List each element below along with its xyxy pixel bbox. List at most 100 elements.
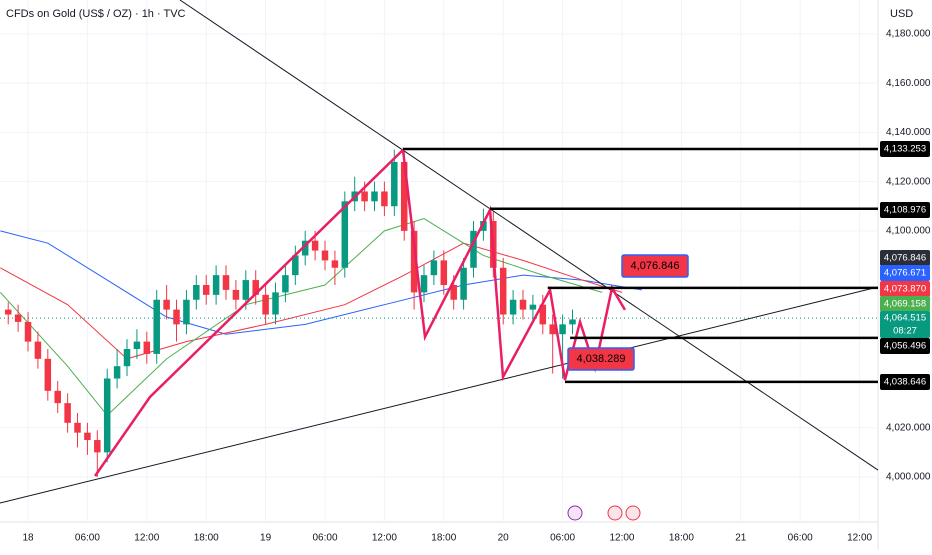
symbol-title: CFDs on Gold (US$ / OZ) · 1h · TVC — [6, 8, 186, 20]
candle-body — [519, 299, 527, 310]
candle-body — [193, 284, 200, 300]
candle-body — [430, 260, 438, 276]
candle-body — [272, 292, 279, 315]
current-price: 4,064.515 — [884, 313, 926, 324]
price-label-box — [880, 296, 930, 312]
candle-body — [54, 390, 61, 404]
x-tick-label: 18:00 — [431, 533, 456, 544]
x-tick-label: 18:00 — [194, 533, 219, 544]
candle-body — [94, 440, 101, 453]
candle-body — [529, 304, 537, 310]
x-tick-label: 06:00 — [550, 533, 575, 544]
candle-body — [262, 294, 269, 315]
price-label: 4,069.158 — [884, 299, 926, 310]
price-label-box — [880, 374, 930, 390]
candle-body — [4, 309, 12, 315]
price-label: 4,056.496 — [884, 341, 926, 352]
candle-body — [381, 191, 388, 207]
price-label: 4,076.671 — [884, 268, 926, 279]
x-tick-label: 12:00 — [134, 533, 159, 544]
moving-average — [0, 242, 623, 360]
candle-body — [410, 230, 418, 293]
candle-body — [242, 280, 250, 300]
candle-body — [460, 267, 467, 300]
x-tick-label: 06:00 — [75, 533, 100, 544]
price-label: 4,073.870 — [884, 284, 926, 295]
x-tick-label: 06:00 — [312, 533, 337, 544]
x-tick-label: 18 — [22, 533, 34, 544]
x-tick-label: 12:00 — [372, 533, 397, 544]
y-tick-label: 4,180.000 — [886, 29, 931, 40]
candle-body — [153, 299, 160, 354]
x-tick-label: 19 — [260, 533, 272, 544]
candle-body — [103, 378, 111, 453]
candle-body — [24, 321, 32, 342]
candle-body — [480, 221, 487, 231]
event-icon[interactable] — [567, 505, 583, 521]
price-label: 4,108.976 — [884, 205, 926, 216]
currency: USD — [890, 8, 913, 20]
candle-body — [301, 240, 309, 256]
candle-body — [470, 230, 477, 268]
candle-body — [361, 191, 368, 202]
price-label-box — [880, 141, 930, 157]
candle-body — [341, 201, 349, 268]
trendline — [179, 0, 879, 471]
candle-body — [331, 260, 339, 268]
trendline — [0, 286, 879, 504]
callout-box — [621, 254, 689, 278]
candle-body — [143, 341, 151, 354]
x-tick-label: 20 — [498, 533, 510, 544]
candle-body — [559, 324, 566, 335]
candle-body — [371, 191, 378, 202]
candle-body — [202, 284, 210, 295]
event-icon[interactable] — [625, 505, 641, 521]
candle-body — [311, 240, 319, 251]
candle-body — [212, 275, 220, 295]
candle-body — [74, 422, 81, 433]
x-tick-label: 12:00 — [609, 533, 634, 544]
price-label: 4,133.253 — [884, 144, 926, 155]
candle-body — [499, 267, 507, 315]
event-icon[interactable] — [607, 505, 623, 521]
y-tick-label: 4,100.000 — [886, 225, 931, 236]
candle-body — [282, 275, 289, 293]
candle-body — [123, 348, 131, 367]
current-price-box — [880, 311, 930, 338]
candle-body — [420, 275, 428, 293]
x-tick-label: 12:00 — [847, 533, 872, 544]
candle-body — [440, 260, 448, 285]
x-tick-label: 21 — [735, 533, 747, 544]
candle-body — [391, 161, 398, 207]
x-tick-label: 06:00 — [788, 533, 813, 544]
price-label: 4,038.646 — [884, 377, 926, 388]
x-tick-label: 18:00 — [669, 533, 694, 544]
plot: 4,076.846 4,038.289 — [0, 0, 879, 522]
candle-body — [133, 341, 141, 349]
candle-body — [252, 280, 259, 295]
candle-body — [509, 299, 517, 315]
candle-body — [569, 319, 576, 325]
y-tick-label: 4,020.000 — [886, 422, 931, 433]
moving-average — [0, 230, 642, 335]
y-tick-label: 4,160.000 — [886, 78, 931, 89]
candle-body — [44, 358, 52, 391]
price-label-box — [880, 202, 930, 218]
y-tick-label: 4,120.000 — [886, 176, 931, 187]
candle-body — [549, 324, 556, 335]
price-label-box — [880, 250, 930, 266]
candle-body — [292, 255, 299, 276]
callout-label: 4,076.846 — [631, 260, 680, 272]
candle-body — [14, 314, 22, 322]
candle-body — [183, 299, 190, 325]
candle-body — [321, 250, 329, 261]
candle-body — [222, 275, 230, 290]
candle-body — [539, 304, 547, 325]
y-tick-label: 4,000.000 — [886, 472, 931, 483]
candle-body — [34, 341, 42, 359]
candle-body — [232, 289, 240, 300]
price-label-box — [880, 281, 930, 297]
candle-body — [84, 432, 91, 441]
price-label-box — [880, 265, 930, 281]
